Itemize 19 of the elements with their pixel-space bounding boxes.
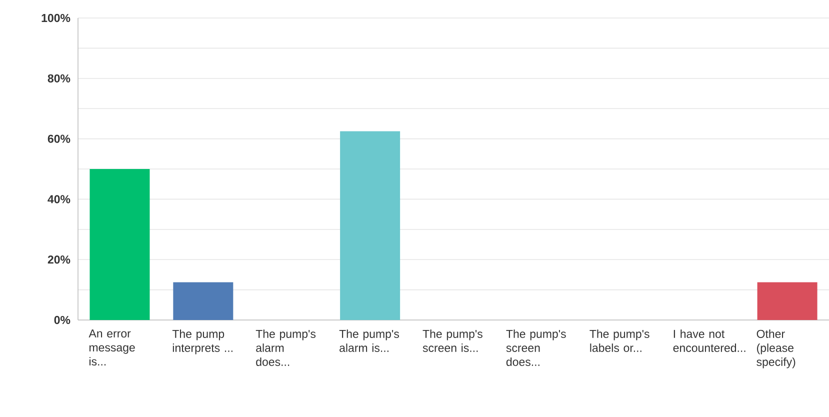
y-tick-label: 60% — [48, 134, 70, 143]
bar — [90, 169, 150, 320]
x-tick-label: The pump's alarm does... — [256, 330, 316, 366]
y-tick-label: 40% — [48, 195, 70, 204]
y-tick-label: 100% — [42, 14, 70, 22]
x-tick-label: The pump's alarm is... — [339, 330, 399, 352]
y-tick-label: 0% — [54, 316, 70, 324]
bar — [340, 131, 400, 320]
x-tick-label: The pump interprets ... — [172, 330, 232, 354]
x-tick-label: Other (please specify) — [756, 330, 796, 368]
x-tick-label: The pump's screen does... — [506, 330, 566, 366]
x-tick-label: An error message is... — [88, 330, 135, 366]
y-tick-label: 20% — [48, 256, 70, 264]
y-tick-label: 80% — [48, 74, 70, 82]
bar — [173, 282, 234, 320]
bar — [757, 282, 818, 320]
x-tick-label: The pump's screen is... — [422, 330, 482, 352]
x-tick-label: I have not encountered... — [673, 330, 746, 352]
x-tick-label: The pump's labels or... — [590, 330, 650, 352]
